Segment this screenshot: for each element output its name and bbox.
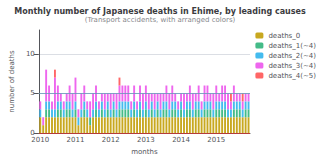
svg-text:2015: 2015 [207,136,225,144]
svg-text:deaths_3(~4): deaths_3(~4) [268,62,316,70]
svg-text:5: 5 [30,89,34,97]
svg-text:2014: 2014 [172,136,190,144]
svg-text:deaths_2(~4): deaths_2(~4) [268,52,316,60]
svg-text:2011: 2011 [67,136,85,144]
svg-text:deaths_1(~4): deaths_1(~4) [268,42,316,50]
svg-text:2013: 2013 [137,136,155,144]
svg-text:10: 10 [26,50,35,58]
svg-text:deaths_0: deaths_0 [268,32,300,40]
svg-text:(Transport accidents, with arr: (Transport accidents, with arranged colo… [85,16,236,24]
svg-text:2012: 2012 [102,136,120,144]
svg-text:number of deaths: number of deaths [8,50,16,113]
svg-text:deaths_4(~5): deaths_4(~5) [268,72,316,80]
svg-text:months: months [131,148,158,156]
svg-text:Monthly number of Japanese dea: Monthly number of Japanese deaths in Ehi… [14,7,306,16]
svg-text:2010: 2010 [31,136,49,144]
svg-text:0: 0 [30,129,35,138]
